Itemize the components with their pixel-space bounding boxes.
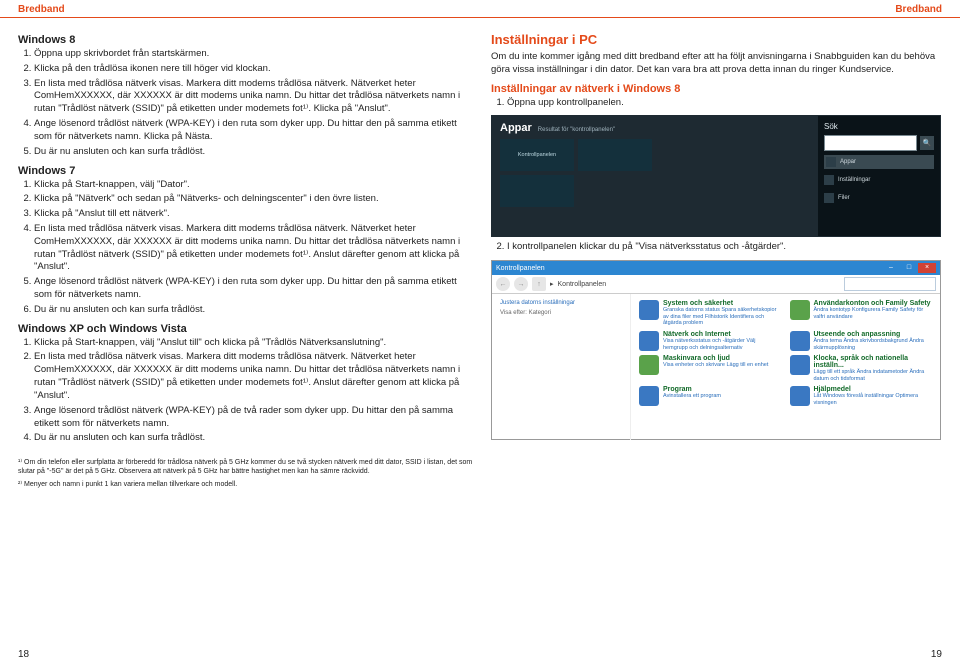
category-apps[interactable]: Appar [824,155,934,169]
col-left: Windows 8 Öppna upp skrivbordet från sta… [18,28,473,666]
cp-item-hardware[interactable]: Maskinvara och ljudVisa enheter och skri… [639,355,782,382]
up-button[interactable]: ↑ [532,277,546,291]
cp-window-title: Kontrollpanelen [496,265,545,272]
winxp-step-1: Klicka på Start-knappen, välj "Anslut ti… [34,337,386,348]
users-icon [790,300,810,320]
close-button[interactable]: × [918,263,936,273]
search-label: Sök [824,122,934,131]
clock-icon [790,355,810,375]
mock-control-panel: Kontrollpanelen – □ × ← → ↑ ▸ Kontrollpa… [491,260,941,440]
win7-step-4: En lista med trådlösa nätverk visas. Mar… [34,223,460,272]
right-intro: Om du inte kommer igång med ditt bredban… [491,51,941,77]
right-heading: Inställningar i PC [491,32,941,47]
category-files[interactable]: Filer [824,191,934,205]
cp-item-network[interactable]: Nätverk och InternetVisa nätverksstatus … [639,331,782,351]
cp-search-input[interactable] [844,277,936,291]
apps-subtitle: Resultat för "kontrollpanelen" [538,127,615,133]
apps-title: Appar [500,122,532,134]
cp-item-users[interactable]: Användarkonton och Family SafetyÄndra ko… [790,300,933,327]
cp-item-access[interactable]: HjälpmedelLåt Windows föreslå inställnin… [790,386,933,406]
footnote-1: ¹⁾ Om din telefon eller surfplatta är fö… [18,459,473,477]
right-subheading: Inställningar av nätverk i Windows 8 [491,83,941,95]
page-numbers: 18 19 [0,645,960,664]
apps-tile-2[interactable] [578,139,652,171]
view-label[interactable]: Visa efter: Kategori [500,310,622,316]
apps-tile-3[interactable] [500,175,574,207]
apps-icon [826,157,836,167]
cp-item-system[interactable]: System och säkerhetGranska datorns statu… [639,300,782,327]
apps-tile-1[interactable]: Kontrollpanelen [500,139,574,171]
win8-step-2: Klicka på den trådlösa ikonen nere till … [34,63,271,74]
win7-steps: Klicka på Start-knappen, välj "Dator". K… [18,179,473,317]
right-step-1: Öppna upp kontrollpanelen. [507,97,624,108]
right-steps-2: I kontrollpanelen klickar du på "Visa nä… [491,241,941,254]
win8-steps: Öppna upp skrivbordet från startskärmen.… [18,48,473,159]
win8-step-5: Du är nu ansluten och kan surfa trådlöst… [34,146,205,157]
win8-step-4: Ange lösenord trådlöst nätverk (WPA-KEY)… [34,118,457,142]
category-settings[interactable]: Inställningar [824,173,934,187]
col-right: Inställningar i PC Om du inte kommer igå… [491,28,941,666]
cp-nav: ← → ↑ ▸ Kontrollpanelen [492,275,940,294]
footnote-2: ²⁾ Menyer och namn i punkt 1 kan variera… [18,481,473,490]
back-button[interactable]: ← [496,277,510,291]
search-input[interactable] [824,135,917,151]
page-left: 18 [18,649,29,660]
cp-items-grid: System och säkerhetGranska datorns statu… [631,294,940,440]
right-step-2: I kontrollpanelen klickar du på "Visa nä… [507,241,786,252]
header-left: Bredband [18,4,65,15]
content: Windows 8 Öppna upp skrivbordet från sta… [0,18,960,666]
winxp-step-4: Du är nu ansluten och kan surfa trådlöst… [34,432,205,443]
cp-item-programs[interactable]: ProgramAvinstallera ett program [639,386,782,406]
forward-button[interactable]: → [514,277,528,291]
breadcrumb[interactable]: Kontrollpanelen [558,281,840,288]
accessibility-icon [790,386,810,406]
cp-item-appearance[interactable]: Utseende och anpassningÄndra tema Ändra … [790,331,933,351]
win8-step-3: En lista med trådlösa nätverk visas. Mar… [34,78,460,115]
win7-step-6: Du är nu ansluten och kan surfa trådlöst… [34,304,205,315]
printer-icon [639,355,659,375]
maximize-button[interactable]: □ [900,263,918,273]
cp-titlebar: Kontrollpanelen – □ × [492,261,940,275]
win8-step-1: Öppna upp skrivbordet från startskärmen. [34,48,209,59]
cp-head: Justera datorns inställningar [500,300,622,306]
globe-icon [639,331,659,351]
appearance-icon [790,331,810,351]
shield-icon [639,300,659,320]
files-icon [824,193,834,203]
right-steps-1: Öppna upp kontrollpanelen. [491,97,941,110]
winxp-title: Windows XP och Windows Vista [18,323,473,335]
win8-title: Windows 8 [18,34,473,46]
gear-icon [824,175,834,185]
search-icon[interactable]: 🔍 [920,136,934,150]
win7-step-3: Klicka på "Anslut till ett nätverk". [34,208,170,219]
win7-step-2: Klicka på "Nätverk" och sedan på "Nätver… [34,193,379,204]
page-right: 19 [931,649,942,660]
header-right: Bredband [895,4,942,15]
win7-step-5: Ange lösenord trådlöst nätverk (WPA-KEY)… [34,276,457,300]
cp-item-clock[interactable]: Klocka, språk och nationella inställn...… [790,355,933,382]
winxp-step-2: En lista med trådlösa nätverk visas. Mar… [34,351,460,400]
header-bar: Bredband Bredband [0,0,960,18]
mock-apps-screenshot: Appar Resultat för "kontrollpanelen" Kon… [491,115,941,237]
winxp-steps: Klicka på Start-knappen, välj "Anslut ti… [18,337,473,446]
minimize-button[interactable]: – [882,263,900,273]
programs-icon [639,386,659,406]
win7-step-1: Klicka på Start-knappen, välj "Dator". [34,179,190,190]
win7-title: Windows 7 [18,165,473,177]
winxp-step-3: Ange lösenord trådlöst nätverk (WPA-KEY)… [34,405,453,429]
